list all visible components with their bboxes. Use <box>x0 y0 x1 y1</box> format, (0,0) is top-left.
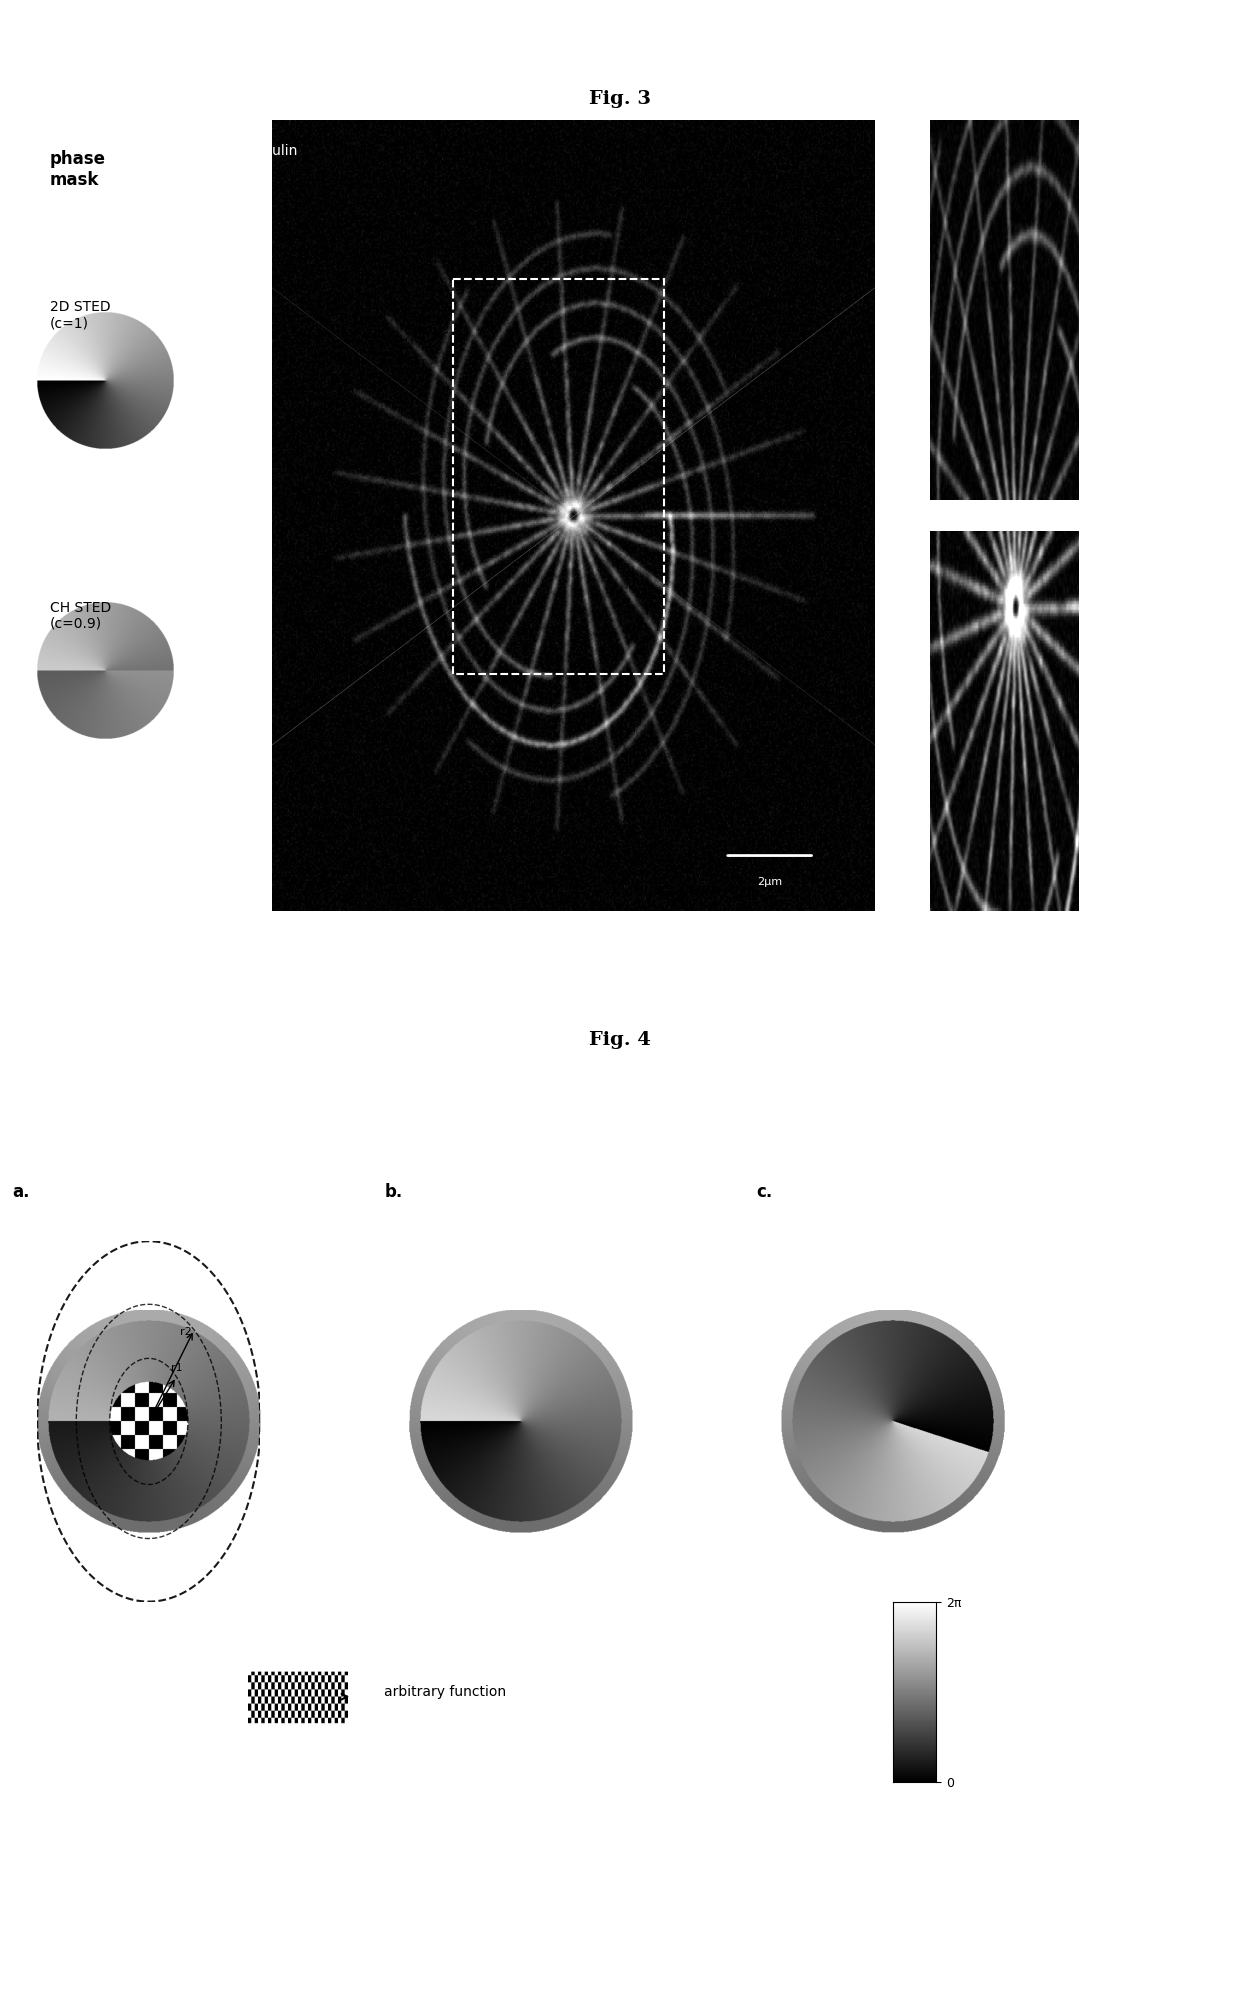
Text: 2D STED
(c=1): 2D STED (c=1) <box>50 300 110 330</box>
Text: CH STED
(c=0.9): CH STED (c=0.9) <box>50 601 110 631</box>
Text: c.: c. <box>756 1183 773 1201</box>
Text: arbitrary function: arbitrary function <box>384 1686 506 1698</box>
Text: tubulin: tubulin <box>250 144 299 158</box>
Text: b.: b. <box>384 1183 403 1201</box>
Bar <box>453 278 663 675</box>
Text: a.: a. <box>12 1183 30 1201</box>
Text: Fig. 4: Fig. 4 <box>589 1031 651 1049</box>
Text: r1: r1 <box>171 1363 182 1373</box>
Text: 2μm: 2μm <box>758 877 782 887</box>
Text: r2: r2 <box>180 1327 192 1337</box>
Text: phase
mask: phase mask <box>50 150 105 188</box>
Text: Fig. 3: Fig. 3 <box>589 90 651 108</box>
